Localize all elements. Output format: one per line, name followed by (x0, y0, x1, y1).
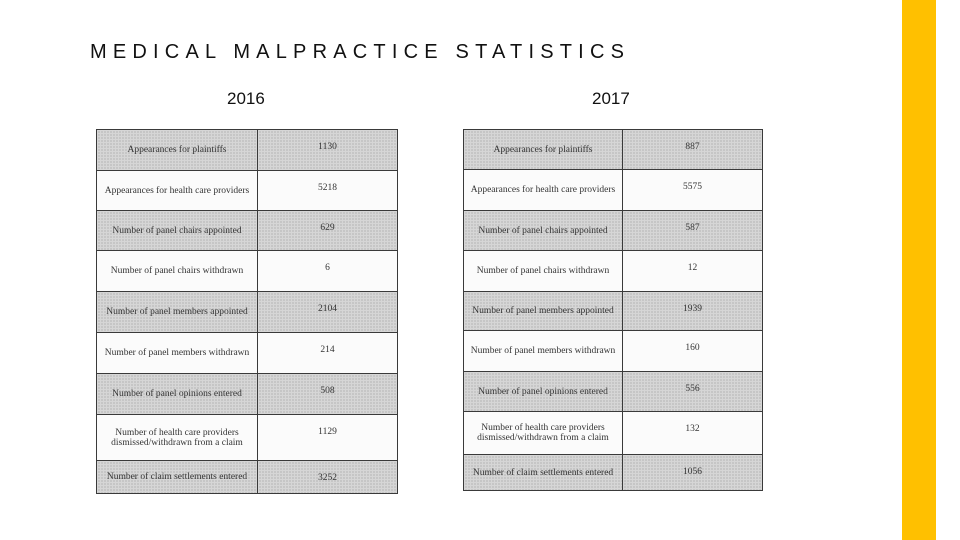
row-label: Appearances for health care providers (463, 169, 623, 211)
table-row: Appearances for plaintiffs 1130 (96, 129, 398, 171)
row-label: Appearances for plaintiffs (96, 129, 258, 171)
row-label: Appearances for health care providers (96, 170, 258, 211)
row-label: Number of panel members appointed (463, 291, 623, 331)
table-row: Number of health care providers dismisse… (463, 411, 763, 455)
row-value: 1939 (622, 291, 763, 331)
table-row: Number of claim settlements entered 3252 (96, 460, 398, 494)
row-value: 508 (257, 373, 398, 415)
year-label-2017: 2017 (592, 89, 630, 108)
table-row: Number of panel opinions entered 508 (96, 373, 398, 415)
row-value: 132 (622, 411, 763, 455)
table-row: Number of panel opinions entered 556 (463, 371, 763, 412)
table-row: Appearances for plaintiffs 887 (463, 129, 763, 170)
page-title: MEDICAL MALPRACTICE STATISTICS (90, 41, 631, 63)
table-row: Number of panel chairs withdrawn 12 (463, 250, 763, 292)
stats-table-2017: Appearances for plaintiffs 887 Appearanc… (463, 129, 763, 491)
row-value: 3252 (257, 460, 398, 494)
row-value: 214 (257, 332, 398, 374)
table-row: Number of panel members appointed 2104 (96, 291, 398, 333)
row-value: 2104 (257, 291, 398, 333)
table-row: Number of panel members withdrawn 160 (463, 330, 763, 372)
row-label: Number of panel members withdrawn (96, 332, 258, 374)
table-row: Appearances for health care providers 55… (463, 169, 763, 211)
row-value: 629 (257, 210, 398, 251)
row-label: Number of health care providers dismisse… (463, 411, 623, 455)
row-value: 1056 (622, 454, 763, 491)
row-value: 6 (257, 250, 398, 292)
table-row: Number of panel members withdrawn 214 (96, 332, 398, 374)
row-label: Number of panel chairs withdrawn (96, 250, 258, 292)
row-value: 160 (622, 330, 763, 372)
row-label: Number of claim settlements entered (96, 460, 258, 494)
row-value: 1129 (257, 414, 398, 461)
stats-table-2016: Appearances for plaintiffs 1130 Appearan… (96, 129, 398, 494)
row-value: 887 (622, 129, 763, 170)
row-value: 5218 (257, 170, 398, 211)
table-row: Number of panel chairs appointed 587 (463, 210, 763, 251)
row-label: Number of panel chairs appointed (463, 210, 623, 251)
table-row: Number of panel chairs withdrawn 6 (96, 250, 398, 292)
row-value: 587 (622, 210, 763, 251)
row-value: 1130 (257, 129, 398, 171)
row-label: Appearances for plaintiffs (463, 129, 623, 170)
row-label: Number of panel members withdrawn (463, 330, 623, 372)
row-label: Number of panel chairs withdrawn (463, 250, 623, 292)
table-row: Number of panel chairs appointed 629 (96, 210, 398, 251)
table-row: Number of panel members appointed 1939 (463, 291, 763, 331)
table-row: Number of health care providers dismisse… (96, 414, 398, 461)
row-label: Number of panel opinions entered (96, 373, 258, 415)
table-row: Appearances for health care providers 52… (96, 170, 398, 211)
row-label: Number of panel chairs appointed (96, 210, 258, 251)
year-label-2016: 2016 (227, 89, 265, 108)
row-label: Number of panel opinions entered (463, 371, 623, 412)
row-label: Number of panel members appointed (96, 291, 258, 333)
accent-bar (902, 0, 936, 540)
row-value: 5575 (622, 169, 763, 211)
row-value: 12 (622, 250, 763, 292)
table-row: Number of claim settlements entered 1056 (463, 454, 763, 491)
row-label: Number of health care providers dismisse… (96, 414, 258, 461)
row-label: Number of claim settlements entered (463, 454, 623, 491)
row-value: 556 (622, 371, 763, 412)
